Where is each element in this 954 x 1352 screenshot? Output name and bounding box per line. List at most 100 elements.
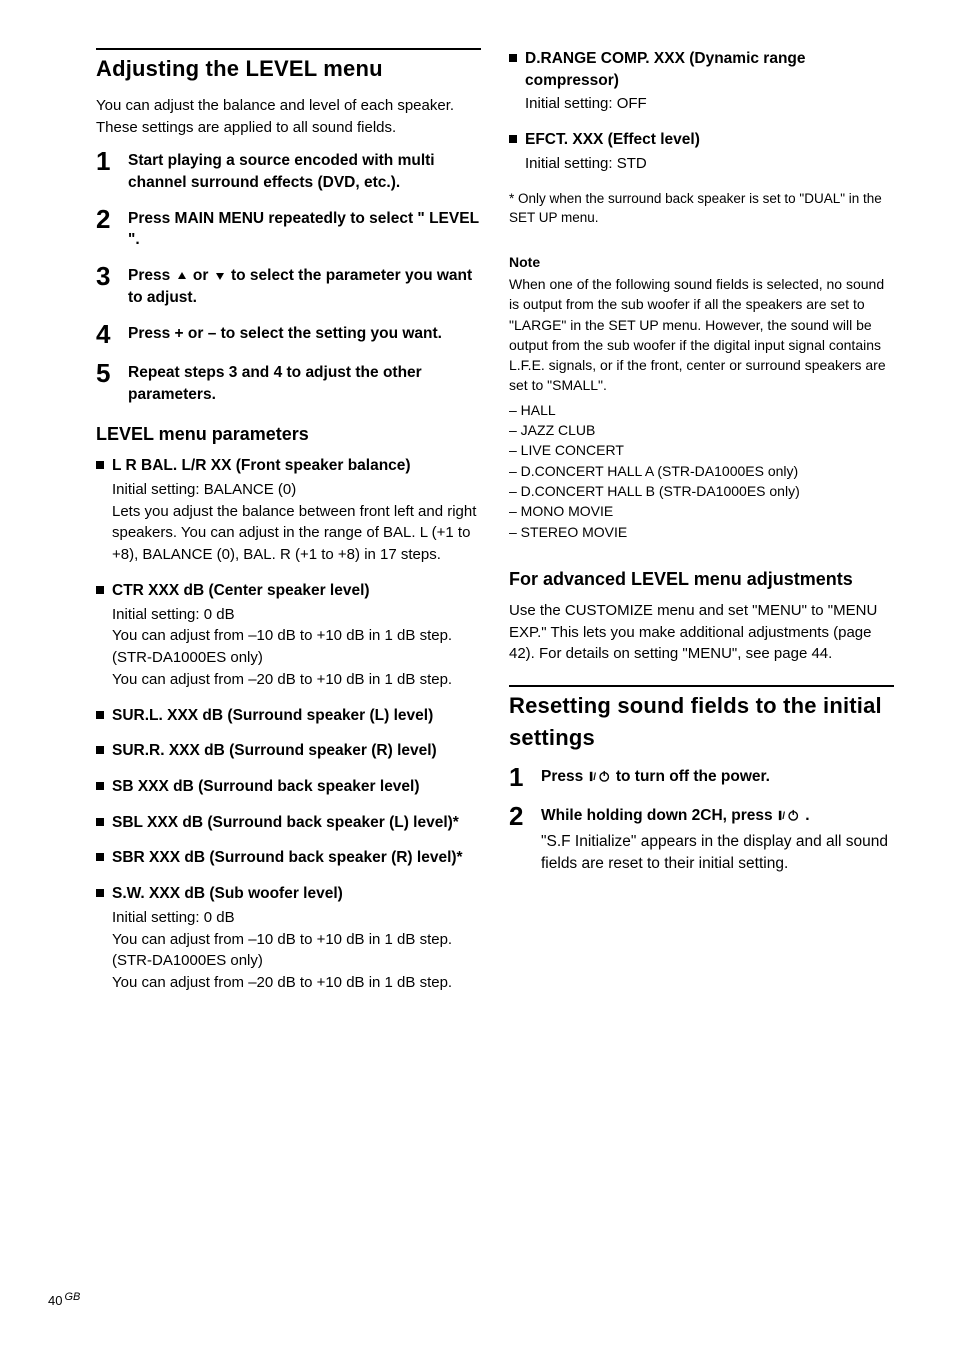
- params-list-right: D.RANGE COMP. XXX (Dynamic range compres…: [509, 48, 894, 175]
- step-text: While holding down 2CH, press / . "S.F I…: [541, 805, 894, 874]
- power-icon: /: [589, 769, 611, 783]
- page-footer: 40GB: [48, 1291, 80, 1308]
- note-heading: Note: [509, 252, 894, 272]
- note-item: – D.CONCERT HALL B (STR-DA1000ES only): [509, 481, 894, 501]
- step-1: 1 Start playing a source encoded with mu…: [96, 150, 481, 193]
- param-label: SBL XXX dB (Surround back speaker (L) le…: [112, 812, 459, 834]
- param-label: D.RANGE COMP. XXX (Dynamic range compres…: [525, 48, 894, 91]
- note-body: When one of the following sound fields i…: [509, 274, 894, 542]
- reset-title: Resetting sound fields to the initial se…: [509, 690, 894, 754]
- section-title: Adjusting the LEVEL menu: [96, 53, 481, 85]
- t1: Press: [128, 267, 175, 284]
- bullet-icon: [96, 782, 104, 790]
- footnote-dual: * Only when the surround back speaker is…: [509, 189, 894, 228]
- param-sbr: SBR XXX dB (Surround back speaker (R) le…: [96, 847, 481, 869]
- param-desc: Initial setting: 0 dB You can adjust fro…: [112, 907, 481, 994]
- param-label: SUR.L. XXX dB (Surround speaker (L) leve…: [112, 705, 433, 727]
- step-text: Press / to turn off the power.: [541, 766, 894, 788]
- param-sur-l: SUR.L. XXX dB (Surround speaker (L) leve…: [96, 705, 481, 727]
- step-text: Press + or – to select the setting you w…: [128, 323, 481, 345]
- region-code: GB: [64, 1291, 80, 1303]
- note-item: – D.CONCERT HALL A (STR-DA1000ES only): [509, 461, 894, 481]
- param-head: EFCT. XXX (Effect level): [509, 129, 894, 151]
- step-number: 1: [96, 148, 128, 175]
- params-title: LEVEL menu parameters: [96, 421, 481, 447]
- step-5: 5 Repeat steps 3 and 4 to adjust the oth…: [96, 362, 481, 405]
- param-label: EFCT. XXX (Effect level): [525, 129, 700, 151]
- param-label: SBR XXX dB (Surround back speaker (R) le…: [112, 847, 463, 869]
- param-sur-r: SUR.R. XXX dB (Surround speaker (R) leve…: [96, 740, 481, 762]
- advanced-title: For advanced LEVEL menu adjustments: [509, 566, 894, 592]
- bullet-icon: [96, 461, 104, 469]
- reset-steps: 1 Press / to turn off the power. 2 While…: [509, 766, 894, 874]
- svg-text:/: /: [593, 772, 596, 783]
- step-number: 2: [509, 803, 541, 830]
- param-label: CTR XXX dB (Center speaker level): [112, 580, 370, 602]
- intro-paragraph: You can adjust the balance and level of …: [96, 95, 481, 139]
- param-desc: Initial setting: 0 dB You can adjust fro…: [112, 604, 481, 691]
- param-head: CTR XXX dB (Center speaker level): [96, 580, 481, 602]
- page-content: Adjusting the LEVEL menu You can adjust …: [0, 0, 954, 1008]
- up-icon: [176, 270, 188, 282]
- bullet-icon: [96, 746, 104, 754]
- params-list: L R BAL. L/R XX (Front speaker balance) …: [96, 455, 481, 994]
- section-divider: [96, 48, 481, 50]
- param-desc: Initial setting: STD: [525, 153, 894, 175]
- step-number: 1: [509, 764, 541, 791]
- section-divider: [509, 685, 894, 687]
- t: While holding down 2CH, press: [541, 807, 777, 824]
- step-text: Repeat steps 3 and 4 to adjust the other…: [128, 362, 481, 405]
- t2: to turn off the power.: [616, 768, 770, 785]
- param-sbl: SBL XXX dB (Surround back speaker (L) le…: [96, 812, 481, 834]
- param-sw: S.W. XXX dB (Sub woofer level) Initial s…: [96, 883, 481, 994]
- down-icon: [214, 270, 226, 282]
- param-head: SBL XXX dB (Surround back speaker (L) le…: [96, 812, 481, 834]
- param-label: S.W. XXX dB (Sub woofer level): [112, 883, 343, 905]
- note-text: When one of the following sound fields i…: [509, 276, 886, 393]
- param-sb: SB XXX dB (Surround back speaker level): [96, 776, 481, 798]
- param-drange: D.RANGE COMP. XXX (Dynamic range compres…: [509, 48, 894, 115]
- note-item: – LIVE CONCERT: [509, 440, 894, 460]
- param-label: SUR.R. XXX dB (Surround speaker (R) leve…: [112, 740, 437, 762]
- param-head: SBR XXX dB (Surround back speaker (R) le…: [96, 847, 481, 869]
- param-head: SB XXX dB (Surround back speaker level): [96, 776, 481, 798]
- step-3: 3 Press or to select the parameter you w…: [96, 265, 481, 308]
- param-desc: Initial setting: BALANCE (0) Lets you ad…: [112, 479, 481, 566]
- t: Press: [541, 768, 588, 785]
- bullet-icon: [509, 54, 517, 62]
- note-item: – MONO MOVIE: [509, 501, 894, 521]
- note-list: – HALL – JAZZ CLUB – LIVE CONCERT – D.CO…: [509, 400, 894, 542]
- param-head: S.W. XXX dB (Sub woofer level): [96, 883, 481, 905]
- page-number: 40: [48, 1293, 62, 1308]
- param-head: L R BAL. L/R XX (Front speaker balance): [96, 455, 481, 477]
- param-effect: EFCT. XXX (Effect level) Initial setting…: [509, 129, 894, 174]
- param-head: SUR.L. XXX dB (Surround speaker (L) leve…: [96, 705, 481, 727]
- reset-step-2: 2 While holding down 2CH, press / . "S.F…: [509, 805, 894, 874]
- reset-step-1: 1 Press / to turn off the power.: [509, 766, 894, 791]
- step-number: 5: [96, 360, 128, 387]
- bullet-icon: [509, 135, 517, 143]
- steps-list: 1 Start playing a source encoded with mu…: [96, 150, 481, 405]
- advanced-body: Use the CUSTOMIZE menu and set "MENU" to…: [509, 600, 894, 665]
- bullet-icon: [96, 889, 104, 897]
- bullet-icon: [96, 586, 104, 594]
- svg-text:/: /: [782, 811, 785, 822]
- note-item: – HALL: [509, 400, 894, 420]
- right-column: D.RANGE COMP. XXX (Dynamic range compres…: [509, 48, 894, 1008]
- param-desc: Initial setting: OFF: [525, 93, 894, 115]
- param-label: SB XXX dB (Surround back speaker level): [112, 776, 420, 798]
- step-4: 4 Press + or – to select the setting you…: [96, 323, 481, 348]
- bullet-icon: [96, 853, 104, 861]
- param-center-level: CTR XXX dB (Center speaker level) Initia…: [96, 580, 481, 691]
- t2: or: [193, 267, 213, 284]
- param-front-balance: L R BAL. L/R XX (Front speaker balance) …: [96, 455, 481, 566]
- step-text: Press or to select the parameter you wan…: [128, 265, 481, 308]
- param-label: L R BAL. L/R XX (Front speaker balance): [112, 455, 411, 477]
- step-number: 4: [96, 321, 128, 348]
- t2: .: [805, 807, 809, 824]
- left-column: Adjusting the LEVEL menu You can adjust …: [96, 48, 481, 1008]
- note-item: – STEREO MOVIE: [509, 522, 894, 542]
- step-2: 2 Press MAIN MENU repeatedly to select "…: [96, 208, 481, 251]
- power-icon: /: [778, 808, 800, 822]
- param-head: D.RANGE COMP. XXX (Dynamic range compres…: [509, 48, 894, 91]
